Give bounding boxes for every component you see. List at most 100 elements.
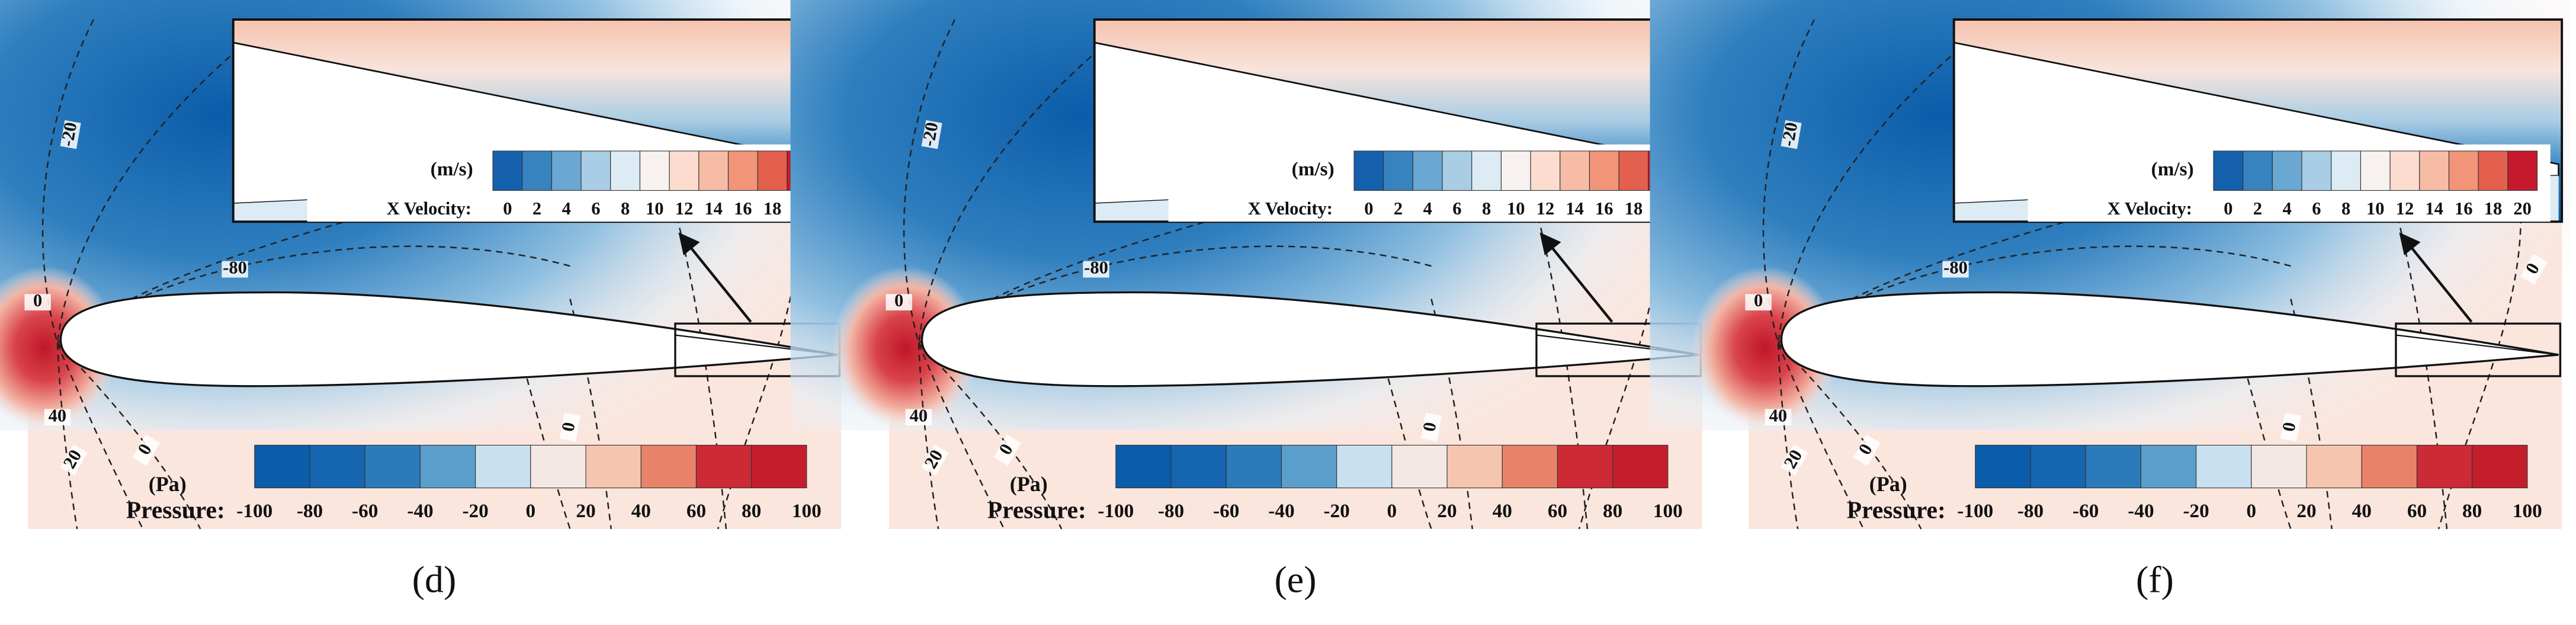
velocity-swatch — [698, 150, 729, 191]
contour-label: 40 — [1769, 405, 1788, 425]
velocity-swatch — [2389, 150, 2420, 191]
velocity-tick-label: 6 — [2312, 198, 2321, 219]
pressure-tick-label: -60 — [1213, 500, 1239, 522]
contour-label: -80 — [223, 258, 247, 278]
contour-line — [2437, 216, 2522, 530]
pressure-swatch — [2196, 444, 2252, 489]
velocity-title: X Velocity: — [387, 198, 471, 219]
contour-label-bg — [1781, 120, 1802, 149]
panel-label: (f) — [2136, 559, 2174, 601]
pressure-swatch — [695, 444, 752, 489]
velocity-tick-label: 0 — [2224, 198, 2232, 219]
velocity-tick-label: 18 — [1625, 198, 1643, 219]
velocity-swatch — [522, 150, 552, 191]
velocity-title: X Velocity: — [2107, 198, 2192, 219]
velocity-tick-label: 12 — [1536, 198, 1555, 219]
contour-line — [918, 342, 1063, 530]
pressure-tick-label: 60 — [686, 500, 706, 522]
contour-label-bg — [2520, 254, 2548, 285]
pressure-swatch — [364, 444, 421, 489]
velocity-swatch — [1412, 150, 1443, 191]
velocity-swatch — [757, 150, 788, 191]
velocity-tick-label: 14 — [2425, 198, 2443, 219]
contour-label: -20 — [57, 121, 81, 148]
pressure-title: Pressure: — [987, 497, 1086, 524]
velocity-tick-label: 8 — [621, 198, 630, 219]
contour-label-bg — [222, 261, 248, 278]
pressure-swatch — [475, 444, 531, 489]
contour-label: 0 — [2278, 421, 2299, 433]
pressure-swatch — [2361, 444, 2418, 489]
zoom-box — [2395, 322, 2562, 377]
contour-label-bg — [905, 409, 932, 426]
pressure-tick-label: 80 — [742, 500, 761, 522]
velocity-tick-label: 18 — [2484, 198, 2503, 219]
contour-label: 40 — [910, 405, 928, 425]
pressure-swatch — [530, 444, 586, 489]
panel-label: (e) — [1274, 559, 1316, 601]
velocity-swatch — [492, 150, 523, 191]
pressure-swatch — [2140, 444, 2197, 489]
pressure-tick-label: -100 — [1098, 500, 1134, 522]
contour-label-bg — [1942, 261, 1969, 278]
velocity-tick-label: 14 — [1566, 198, 1584, 219]
velocity-tick-label: 4 — [2283, 198, 2292, 219]
velocity-swatch — [580, 150, 611, 191]
contour-label: 0 — [1419, 421, 1440, 433]
contour-label-bg — [921, 120, 942, 149]
pressure-swatch — [1975, 444, 2031, 489]
pressure-swatch — [1115, 444, 1172, 489]
contour-label: 40 — [49, 405, 67, 425]
velocity-tick-label: 0 — [1364, 198, 1373, 219]
contour-line — [717, 216, 801, 530]
velocity-tick-label: 6 — [591, 198, 600, 219]
velocity-swatch — [2360, 150, 2391, 191]
velocity-swatch — [2213, 150, 2244, 191]
pressure-swatch — [2251, 444, 2307, 489]
pressure-swatch — [2085, 444, 2141, 489]
pressure-swatch — [1391, 444, 1448, 489]
velocity-swatch — [669, 150, 700, 191]
velocity-swatch — [1530, 150, 1561, 191]
contour-line — [41, 19, 95, 344]
contour-label-bg — [132, 434, 160, 466]
velocity-tick-label: 10 — [646, 198, 664, 219]
airfoil — [1780, 291, 2559, 387]
stagnation-field — [1690, 266, 1839, 431]
contour-line — [1578, 216, 1663, 530]
contour-line — [903, 19, 956, 344]
stagnation-field — [831, 266, 980, 431]
pressure-swatch — [640, 444, 697, 489]
velocity-unit: (m/s) — [2151, 158, 2194, 180]
contour-label: -80 — [1084, 258, 1108, 278]
pressure-swatch — [2306, 444, 2362, 489]
pressure-tick-label: 60 — [1548, 500, 1567, 522]
pressure-swatch — [2416, 444, 2473, 489]
pressure-tick-label: -20 — [1323, 500, 1349, 522]
velocity-swatch — [1500, 150, 1531, 191]
velocity-tick-label: 12 — [675, 198, 694, 219]
pressure-unit: (Pa) — [1010, 472, 1048, 496]
pressure-swatch — [1170, 444, 1227, 489]
pressure-tick-label: 40 — [1493, 500, 1512, 522]
velocity-swatch — [1442, 150, 1473, 191]
velocity-tick-label: 0 — [503, 198, 512, 219]
contour-line — [1778, 342, 1922, 530]
contour-label: 0 — [894, 290, 903, 310]
pressure-tick-label: -20 — [2183, 500, 2209, 522]
pressure-tick-label: 80 — [2462, 500, 2482, 522]
velocity-tick-label: 8 — [1482, 198, 1491, 219]
velocity-swatch — [727, 150, 758, 191]
pressure-tick-label: 20 — [2296, 500, 2316, 522]
velocity-swatch — [1471, 150, 1502, 191]
velocity-swatch — [1353, 150, 1384, 191]
contour-line — [918, 343, 939, 530]
velocity-tick-label: 20 — [2513, 198, 2532, 219]
contour-line — [918, 19, 1136, 344]
pressure-tick-label: 40 — [631, 500, 651, 522]
velocity-tick-label: 16 — [1595, 198, 1613, 219]
velocity-swatch — [2507, 150, 2538, 191]
